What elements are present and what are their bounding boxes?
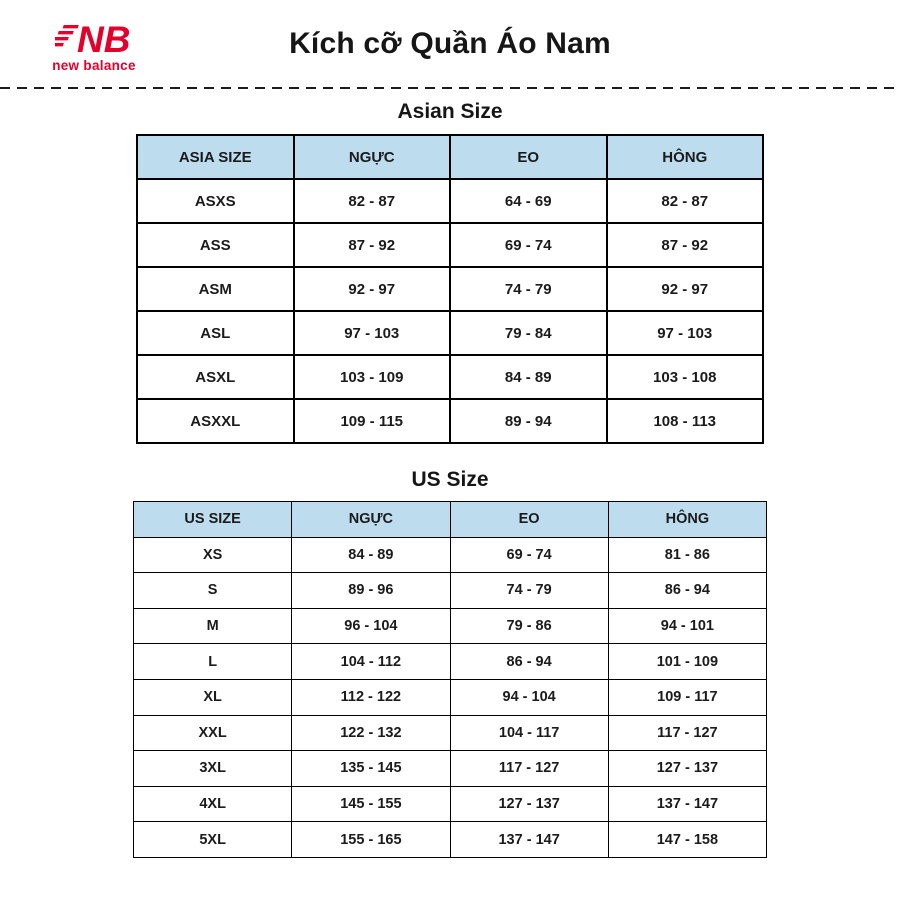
table-cell: 86 - 94 bbox=[607, 572, 768, 609]
table-cell: 104 - 117 bbox=[449, 714, 609, 752]
table-row: XS 84 - 89 69 - 74 81 - 86 bbox=[132, 536, 768, 574]
column-header: NGỰC bbox=[291, 501, 451, 538]
asian-size-title: Asian Size bbox=[397, 100, 503, 123]
table-cell: 109 - 117 bbox=[607, 678, 768, 716]
table-row: S 89 - 96 74 - 79 86 - 94 bbox=[132, 572, 768, 609]
table-cell: 155 - 165 bbox=[291, 821, 451, 858]
table-cell: 84 - 89 bbox=[291, 536, 451, 574]
column-header: HÔNG bbox=[607, 501, 768, 538]
table-cell: 64 - 69 bbox=[449, 178, 608, 224]
us-size-title: US Size bbox=[411, 468, 489, 491]
table-row: 4XL 145 - 155 127 - 137 137 - 147 bbox=[132, 785, 768, 823]
table-cell: 97 - 103 bbox=[605, 310, 764, 356]
table-cell: 109 - 115 bbox=[292, 398, 451, 444]
table-cell: XXL bbox=[132, 714, 293, 752]
table-cell: 94 - 104 bbox=[449, 678, 609, 716]
table-cell: 92 - 97 bbox=[605, 266, 764, 312]
dashed-divider bbox=[0, 87, 900, 90]
table-cell: M bbox=[132, 607, 293, 645]
table-cell: 79 - 84 bbox=[449, 310, 608, 356]
table-cell: 92 - 97 bbox=[292, 266, 451, 312]
new-balance-logo: NB new balance bbox=[52, 18, 136, 73]
table-cell: 108 - 113 bbox=[605, 398, 764, 444]
table-cell: 96 - 104 bbox=[291, 607, 451, 645]
brand-wordmark: new balance bbox=[52, 58, 136, 73]
table-cell: 97 - 103 bbox=[292, 310, 451, 356]
table-cell: 74 - 79 bbox=[449, 572, 609, 609]
table-cell: 87 - 92 bbox=[605, 222, 764, 268]
table-cell: 86 - 94 bbox=[449, 643, 609, 680]
table-cell: 127 - 137 bbox=[449, 785, 609, 823]
table-cell: 69 - 74 bbox=[449, 536, 609, 574]
table-cell: 112 - 122 bbox=[291, 678, 451, 716]
table-cell: 122 - 132 bbox=[291, 714, 451, 752]
table-cell: 89 - 94 bbox=[449, 398, 608, 444]
column-header: HÔNG bbox=[605, 134, 764, 180]
table-row: ASXL 103 - 109 84 - 89 103 - 108 bbox=[136, 354, 764, 400]
table-cell: 103 - 109 bbox=[292, 354, 451, 400]
table-cell: 74 - 79 bbox=[449, 266, 608, 312]
table-cell: XS bbox=[132, 536, 293, 574]
table-header-row: US SIZE NGỰC EO HÔNG bbox=[132, 501, 768, 538]
table-cell: ASXS bbox=[136, 178, 295, 224]
table-cell: 94 - 101 bbox=[607, 607, 768, 645]
nb-logo-icon: NB bbox=[55, 19, 130, 60]
table-header-row: ASIA SIZE NGỰC EO HÔNG bbox=[136, 134, 764, 180]
column-header: NGỰC bbox=[292, 134, 451, 180]
table-row: ASXS 82 - 87 64 - 69 82 - 87 bbox=[136, 178, 764, 224]
table-cell: 87 - 92 bbox=[292, 222, 451, 268]
table-cell: 82 - 87 bbox=[292, 178, 451, 224]
column-header: EO bbox=[449, 134, 608, 180]
page-title: Kích cỡ Quần Áo Nam bbox=[289, 27, 611, 60]
table-cell: XL bbox=[132, 678, 293, 716]
table-cell: 137 - 147 bbox=[449, 821, 609, 858]
table-cell: ASS bbox=[136, 222, 295, 268]
table-cell: 3XL bbox=[132, 750, 293, 787]
column-header: ASIA SIZE bbox=[136, 134, 295, 180]
table-cell: 147 - 158 bbox=[607, 821, 768, 858]
table-row: ASXXL 109 - 115 89 - 94 108 - 113 bbox=[136, 398, 764, 444]
table-row: M 96 - 104 79 - 86 94 - 101 bbox=[132, 607, 768, 645]
table-cell: L bbox=[132, 643, 293, 680]
table-cell: 89 - 96 bbox=[291, 572, 451, 609]
table-row: 5XL 155 - 165 137 - 147 147 - 158 bbox=[132, 821, 768, 858]
table-cell: 117 - 127 bbox=[449, 750, 609, 787]
table-row: 3XL 135 - 145 117 - 127 127 - 137 bbox=[132, 750, 768, 787]
table-row: ASM 92 - 97 74 - 79 92 - 97 bbox=[136, 266, 764, 312]
table-cell: ASXXL bbox=[136, 398, 295, 444]
table-row: L 104 - 112 86 - 94 101 - 109 bbox=[132, 643, 768, 680]
column-header: EO bbox=[449, 501, 609, 538]
table-row: ASS 87 - 92 69 - 74 87 - 92 bbox=[136, 222, 764, 268]
table-cell: 5XL bbox=[132, 821, 293, 858]
table-cell: ASL bbox=[136, 310, 295, 356]
table-cell: 145 - 155 bbox=[291, 785, 451, 823]
table-cell: 84 - 89 bbox=[449, 354, 608, 400]
nb-monogram: NB bbox=[77, 19, 130, 60]
table-cell: 117 - 127 bbox=[607, 714, 768, 752]
table-cell: 101 - 109 bbox=[607, 643, 768, 680]
table-cell: 82 - 87 bbox=[605, 178, 764, 224]
table-cell: 81 - 86 bbox=[607, 536, 768, 574]
column-header: US SIZE bbox=[132, 501, 293, 538]
table-cell: 4XL bbox=[132, 785, 293, 823]
table-row: ASL 97 - 103 79 - 84 97 - 103 bbox=[136, 310, 764, 356]
table-cell: ASXL bbox=[136, 354, 295, 400]
asian-size-section: Asian Size ASIA SIZE NGỰC EO HÔNG ASXS 82 - 8… bbox=[0, 100, 900, 444]
table-cell: 137 - 147 bbox=[607, 785, 768, 823]
table-cell: 127 - 137 bbox=[607, 750, 768, 787]
table-cell: S bbox=[132, 572, 293, 609]
asian-size-table: ASIA SIZE NGỰC EO HÔNG ASXS 82 - 87 64 - 69 82 … bbox=[136, 134, 764, 444]
us-size-table: US SIZE NGỰC EO HÔNG XS 84 - 89 69 - 74 81 - 86… bbox=[132, 501, 768, 858]
us-size-section: US Size US SIZE NGỰC EO HÔNG XS 84 - 89 69 - 7… bbox=[0, 468, 900, 858]
table-row: XL 112 - 122 94 - 104 109 - 117 bbox=[132, 678, 768, 716]
table-cell: 135 - 145 bbox=[291, 750, 451, 787]
table-cell: ASM bbox=[136, 266, 295, 312]
table-row: XXL 122 - 132 104 - 117 117 - 127 bbox=[132, 714, 768, 752]
table-cell: 103 - 108 bbox=[605, 354, 764, 400]
table-cell: 69 - 74 bbox=[449, 222, 608, 268]
table-cell: 104 - 112 bbox=[291, 643, 451, 680]
table-cell: 79 - 86 bbox=[449, 607, 609, 645]
